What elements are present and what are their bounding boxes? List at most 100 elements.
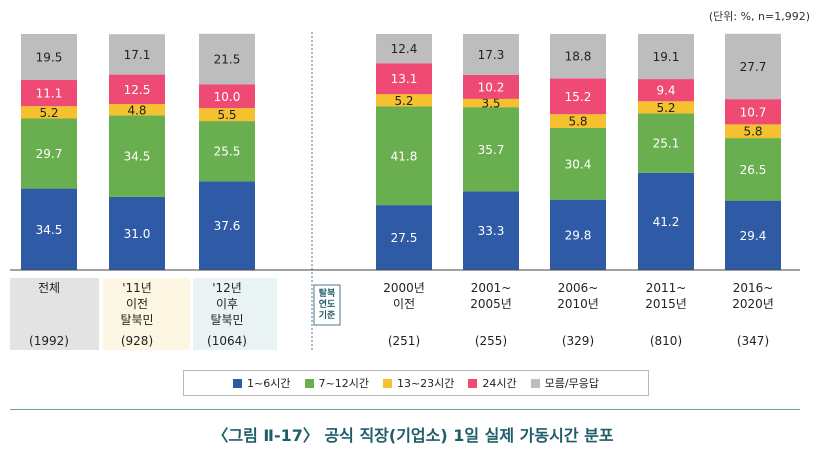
bar-segment <box>550 34 606 79</box>
data-label: 34.5 <box>36 223 63 237</box>
category-label: 이후 <box>216 297 238 311</box>
bar-segment <box>725 200 781 270</box>
data-label: 33.3 <box>478 224 505 238</box>
data-label: 10.2 <box>478 80 505 94</box>
bar-segment <box>376 106 432 206</box>
data-label: 10.0 <box>214 90 241 104</box>
side-label-text: 탈북 <box>319 287 336 299</box>
side-label-text: 연도 <box>319 299 336 310</box>
side-label-text: 기준 <box>319 309 336 321</box>
data-label: 34.5 <box>124 150 151 164</box>
side-label-box <box>313 284 341 326</box>
legend-label: 24시간 <box>482 377 517 390</box>
category-label: 2015년 <box>645 297 687 311</box>
legend-label: 13~23시간 <box>396 377 455 390</box>
bar-segment <box>21 80 77 107</box>
bar-segment <box>463 34 519 75</box>
category-bg-total <box>10 278 99 350</box>
bar-segment <box>550 114 606 128</box>
bar-segment <box>109 196 165 270</box>
data-label: 19.5 <box>36 51 63 65</box>
category-n-label: (1992) <box>29 334 69 348</box>
data-label: 18.8 <box>565 50 592 64</box>
data-label: 5.2 <box>394 94 413 108</box>
data-label: 26.5 <box>740 163 767 177</box>
category-label: '12년 <box>212 281 242 295</box>
data-label: 41.8 <box>391 149 418 163</box>
data-label: 5.8 <box>568 115 587 129</box>
bar-segment <box>550 78 606 115</box>
data-label: 5.2 <box>656 101 675 115</box>
category-label: '11년 <box>122 281 152 295</box>
data-label: 25.5 <box>214 145 241 159</box>
data-label: 31.0 <box>124 227 151 241</box>
bar-segment <box>376 63 432 95</box>
category-label: 이전 <box>126 297 148 311</box>
category-label: 2020년 <box>732 297 774 311</box>
category-n-label: (347) <box>737 334 769 348</box>
bar-segment <box>638 79 694 102</box>
bar-segment <box>550 199 606 270</box>
data-label: 41.2 <box>653 215 680 229</box>
data-label: 12.4 <box>391 42 418 56</box>
category-label: 2005년 <box>470 297 512 311</box>
bar-segment <box>199 181 255 270</box>
category-n-label: (255) <box>475 334 507 348</box>
legend-swatch <box>382 378 392 388</box>
category-n-label: (329) <box>562 334 594 348</box>
data-label: 3.5 <box>481 97 500 111</box>
category-n-label: (928) <box>121 334 153 348</box>
bar-segment <box>463 107 519 192</box>
category-label: 2011~ <box>646 281 687 295</box>
bar-segment <box>638 172 694 270</box>
category-label: 전체 <box>38 281 60 295</box>
bar-segment <box>199 84 255 109</box>
data-label: 37.6 <box>214 219 241 233</box>
data-label: 12.5 <box>124 83 151 97</box>
data-label: 13.1 <box>391 72 418 86</box>
data-label: 10.7 <box>740 105 767 119</box>
data-label: 15.2 <box>565 90 592 104</box>
legend-swatch <box>304 378 314 388</box>
bar-segment <box>21 188 77 270</box>
data-label: 29.4 <box>740 229 767 243</box>
bar-segment <box>109 74 165 105</box>
legend-label: 모름/무응답 <box>544 377 599 390</box>
legend-item: 13~23시간 <box>382 375 455 391</box>
unit-note: (단위: %, n=1,992) <box>708 10 810 23</box>
legend-swatch <box>530 378 540 388</box>
data-label: 29.7 <box>36 147 63 161</box>
bar-segment <box>21 118 77 189</box>
data-label: 17.1 <box>124 48 151 62</box>
data-label: 27.7 <box>740 60 767 74</box>
bar-segment <box>725 124 781 139</box>
legend-label: 1~6시간 <box>247 377 291 390</box>
data-label: 5.2 <box>39 106 58 120</box>
bar-segment <box>109 104 165 116</box>
category-bg-before-2011 <box>103 278 190 350</box>
category-label: 2001~ <box>471 281 512 295</box>
data-label: 4.8 <box>127 103 146 117</box>
data-label: 21.5 <box>214 53 241 67</box>
data-label: 17.3 <box>478 48 505 62</box>
legend-item: 7~12시간 <box>304 375 369 391</box>
category-n-label: (251) <box>388 334 420 348</box>
data-label: 11.1 <box>36 87 63 101</box>
category-label: 2000년 <box>383 281 425 295</box>
figure-caption: 〈그림 Ⅱ-17〉 공식 직장(기업소) 1일 실제 가동시간 분포 <box>212 426 614 445</box>
bar-segment <box>638 34 694 80</box>
legend-swatch <box>468 378 478 388</box>
category-label: 2010년 <box>557 297 599 311</box>
bar-segment <box>376 34 432 64</box>
bar-segment <box>109 34 165 75</box>
category-n-label: (810) <box>650 334 682 348</box>
data-label: 9.4 <box>656 84 675 98</box>
category-label: 2006~ <box>558 281 599 295</box>
caption-divider <box>10 409 800 410</box>
data-label: 35.7 <box>478 143 505 157</box>
legend-item: 24시간 <box>468 375 517 391</box>
bar-segment <box>550 127 606 200</box>
data-label: 29.8 <box>565 228 592 242</box>
category-label: 탈북민 <box>210 313 243 327</box>
